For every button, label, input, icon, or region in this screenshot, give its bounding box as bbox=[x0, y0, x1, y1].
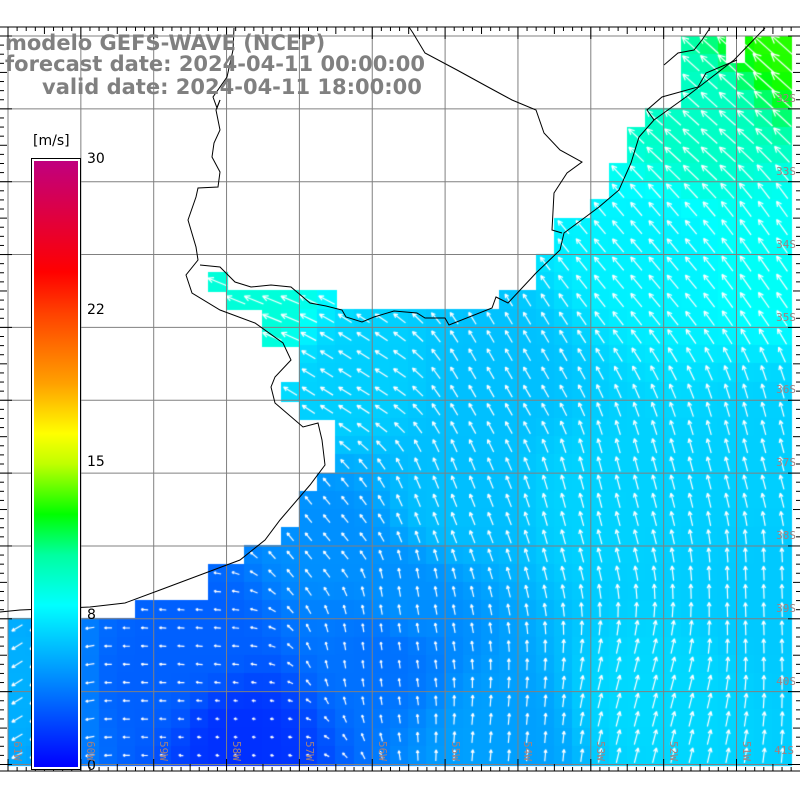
coastline-segment bbox=[0, 99, 326, 613]
lat-label: 41S bbox=[774, 744, 794, 757]
coastline-segment bbox=[212, 27, 235, 110]
colorbar-label: 22 bbox=[87, 302, 105, 318]
lat-label: 37S bbox=[776, 456, 796, 469]
lon-label: 56W bbox=[376, 741, 389, 761]
lat-label: 38S bbox=[776, 529, 796, 542]
graticule bbox=[0, 27, 800, 771]
lat-label: 34S bbox=[776, 238, 796, 251]
coastline bbox=[0, 26, 766, 613]
lon-label: 60W bbox=[84, 741, 97, 761]
lat-label: 39S bbox=[776, 602, 796, 615]
lat-label: 33S bbox=[776, 165, 796, 178]
colorbar-label: 0 bbox=[87, 758, 96, 774]
colorbar-label: 30 bbox=[87, 151, 105, 167]
lat-label: 32S bbox=[776, 92, 796, 105]
lat-label: 35S bbox=[776, 311, 796, 324]
lon-label: 53W bbox=[594, 741, 607, 761]
coastline-segment bbox=[199, 27, 766, 326]
lon-label: 57W bbox=[303, 741, 316, 761]
model-title: modelo GEFS-WAVE (NCEP) bbox=[5, 31, 326, 55]
lat-label: 40S bbox=[776, 675, 796, 688]
colorbar-label: 8 bbox=[87, 607, 96, 623]
lat-label: 36S bbox=[776, 383, 796, 396]
lon-label: 51W bbox=[740, 741, 753, 761]
valid-date: valid date: 2024-04-11 18:00:00 bbox=[42, 75, 422, 99]
coastline-segment bbox=[663, 27, 711, 66]
lon-label: 61W bbox=[11, 741, 24, 761]
colorbar bbox=[31, 158, 81, 770]
lon-label: 52W bbox=[667, 741, 680, 761]
lon-label: 58W bbox=[230, 741, 243, 761]
coastline-segment bbox=[408, 26, 583, 234]
forecast-date: forecast date: 2024-04-11 00:00:00 bbox=[5, 52, 425, 76]
colorbar-unit: [m/s] bbox=[33, 133, 70, 149]
coastline-segment bbox=[646, 59, 738, 121]
lon-label: 54W bbox=[521, 741, 534, 761]
lon-label: 55W bbox=[449, 741, 462, 761]
colorbar-label: 15 bbox=[87, 454, 105, 470]
map-frame bbox=[0, 26, 800, 772]
lon-label: 59W bbox=[157, 741, 170, 761]
